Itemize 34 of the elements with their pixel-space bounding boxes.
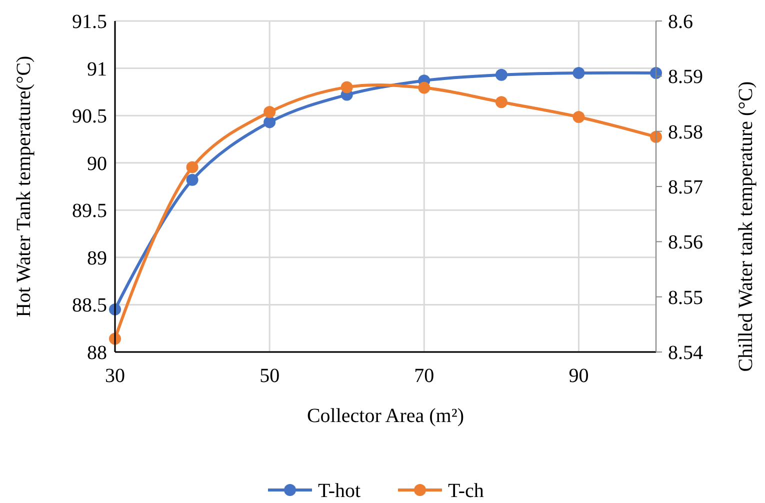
x-tick-label: 50 — [260, 365, 280, 387]
point — [572, 110, 585, 123]
point — [418, 82, 430, 94]
point — [186, 174, 198, 186]
point — [264, 106, 276, 118]
x-tick-label: 30 — [105, 365, 125, 387]
point — [340, 81, 353, 94]
x-tick-label: 90 — [568, 365, 589, 387]
y-axis-title: Hot Water Tank temperature(°C) — [13, 56, 35, 318]
y2-tick-label: 8.57 — [668, 176, 703, 198]
point — [495, 68, 508, 81]
y-tick-label: 91 — [87, 58, 107, 80]
legend-label: T-ch — [448, 480, 484, 502]
y2-tick-label: 8.6 — [668, 11, 693, 33]
y2-tick-label: 8.55 — [668, 286, 703, 309]
y2-tick-label: 8.58 — [668, 121, 703, 144]
point — [186, 161, 198, 174]
y-tick-label: 89.5 — [72, 200, 107, 222]
point — [495, 96, 508, 108]
point — [572, 67, 585, 80]
x-tick-label: 70 — [414, 365, 434, 387]
y-tick-label: 89 — [87, 247, 107, 270]
y-tick-label: 88.5 — [72, 294, 107, 317]
legend-label: T-hot — [318, 480, 362, 502]
point — [264, 116, 276, 128]
y2-tick-label: 8.54 — [668, 342, 703, 364]
y-tick-label: 90 — [87, 152, 107, 175]
y2-axis-title: Chilled Water tank temperature (°C) — [735, 81, 757, 372]
y-tick-label: 90.5 — [72, 106, 107, 128]
x-axis-title: Collector Area (m²) — [306, 405, 464, 427]
y2-tick-label: 8.59 — [668, 66, 703, 88]
y2-tick-label: 8.56 — [668, 232, 703, 254]
y-tick-label: 91.5 — [72, 11, 107, 33]
y-tick-label: 88 — [87, 342, 107, 364]
